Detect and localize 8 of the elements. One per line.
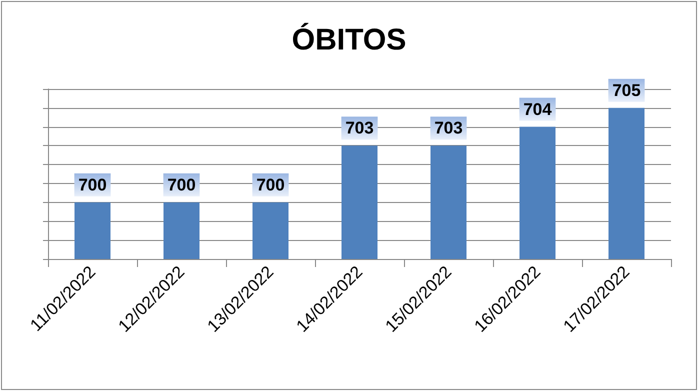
- data-label: 704: [523, 100, 552, 119]
- data-label: 703: [345, 118, 374, 138]
- data-label: 700: [78, 175, 107, 194]
- data-label: 700: [167, 175, 196, 194]
- data-label: 705: [612, 80, 641, 100]
- data-label: 700: [256, 175, 285, 194]
- data-label: 703: [434, 118, 463, 138]
- chart-title: ÓBITOS: [292, 22, 406, 56]
